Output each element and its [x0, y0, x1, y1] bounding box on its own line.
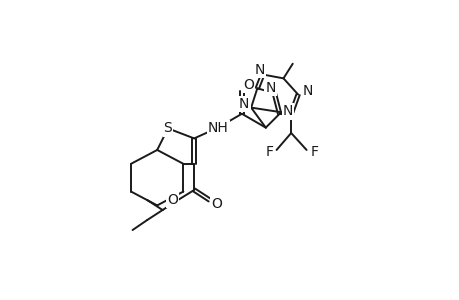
Text: S: S	[163, 122, 172, 135]
Text: O: O	[211, 197, 221, 211]
Text: O: O	[167, 193, 178, 207]
Text: N: N	[282, 104, 293, 118]
Text: F: F	[310, 145, 319, 159]
Text: NH: NH	[207, 121, 228, 135]
Text: F: F	[265, 145, 273, 159]
Text: N: N	[254, 63, 264, 77]
Text: N: N	[239, 97, 249, 111]
Text: N: N	[265, 81, 275, 95]
Text: N: N	[302, 84, 312, 98]
Text: O: O	[243, 78, 254, 92]
